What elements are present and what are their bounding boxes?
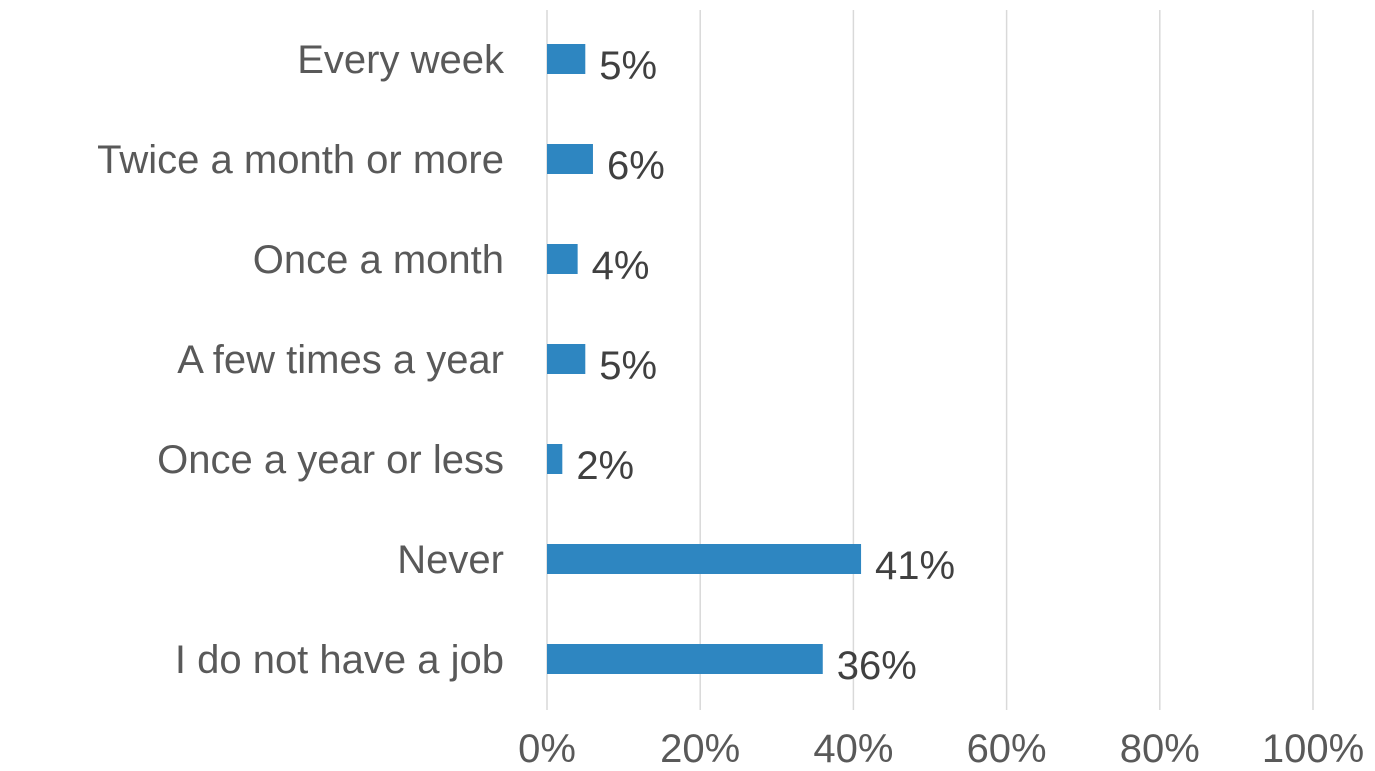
- x-tick-label: 0%: [518, 727, 576, 771]
- data-label: 5%: [599, 344, 657, 388]
- bar: [547, 344, 586, 374]
- data-label: 6%: [607, 144, 665, 188]
- bars: [547, 44, 862, 674]
- category-label: Twice a month or more: [97, 138, 504, 182]
- category-label: Every week: [297, 38, 505, 82]
- bar: [547, 444, 563, 474]
- x-tick-label: 60%: [967, 727, 1047, 771]
- data-label: 36%: [837, 644, 917, 688]
- category-label: Once a year or less: [157, 438, 504, 482]
- x-tick-label: 80%: [1120, 727, 1200, 771]
- x-axis-tick-labels: 0% 20% 40% 60% 80% 100%: [518, 727, 1364, 771]
- x-tick-label: 100%: [1262, 727, 1364, 771]
- category-label: Never: [397, 538, 504, 582]
- x-tick-label: 20%: [660, 727, 740, 771]
- category-labels: Every week Twice a month or more Once a mo…: [97, 38, 505, 682]
- category-label: Once a month: [253, 238, 504, 282]
- bar: [547, 44, 586, 74]
- gridlines: [546, 10, 1314, 710]
- data-label: 41%: [875, 544, 955, 588]
- category-label: I do not have a job: [175, 638, 504, 682]
- category-label: A few times a year: [177, 338, 504, 382]
- data-label: 5%: [599, 44, 657, 88]
- data-label: 2%: [576, 444, 634, 488]
- x-tick-label: 40%: [813, 727, 893, 771]
- bar: [547, 644, 823, 674]
- bar: [547, 544, 862, 574]
- data-label: 4%: [592, 244, 650, 288]
- bar: [547, 244, 578, 274]
- data-labels: 5% 6% 4% 5% 2% 41% 36%: [576, 44, 955, 688]
- bar: [547, 144, 593, 174]
